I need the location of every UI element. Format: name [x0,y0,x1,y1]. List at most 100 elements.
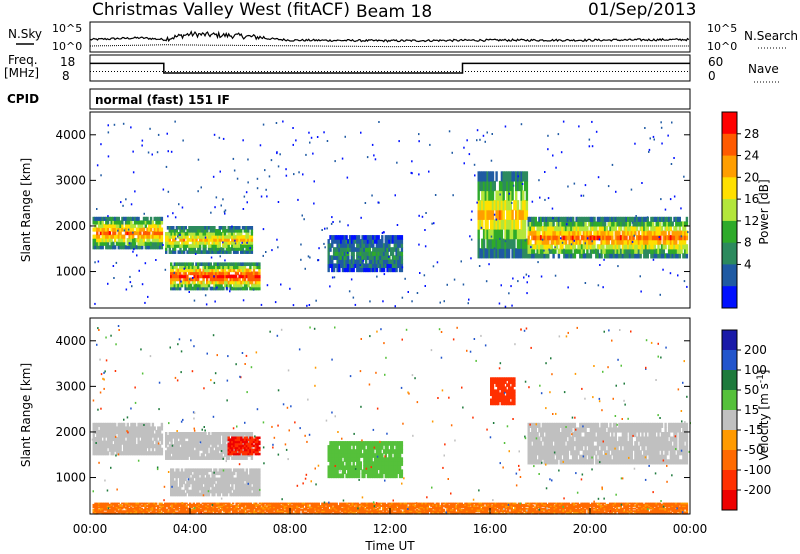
heatmap-speckle [598,238,601,241]
heatmap-cell-b1 [229,241,232,245]
heatmap-cell-b3 [384,255,387,260]
heatmap-cell-b1 [243,432,246,436]
heatmap-cell-b6 [593,422,596,428]
heatmap-cell-b5 [511,389,514,394]
heatmap-cell-b1 [179,232,182,236]
heatmap-cell-b5 [630,216,633,222]
heatmap-cell-b5 [555,226,559,232]
heatmap-cell-b6 [531,459,534,465]
heatmap-cell-b2 [254,442,257,446]
heatmap-cell-b2 [202,262,205,267]
heatmap-cell-b6 [600,422,603,428]
heatmap-cell-b6 [582,436,585,442]
heatmap-cell-b0 [157,426,160,431]
heatmap-cell-b0 [96,231,99,236]
heatmap-cell-b2 [182,265,185,270]
heatmap-cell-b3 [327,259,330,265]
heatmap-cell-b3 [400,251,404,256]
heatmap-cell-b5 [625,226,628,232]
heatmap-cell-b2 [175,268,178,273]
heatmap-cell-b1 [173,244,177,248]
heatmap-cell-b4 [366,469,370,475]
heatmap-cell-b6 [605,450,609,456]
heatmap-cell-b0 [128,216,131,221]
heatmap-cell-b3 [206,489,209,494]
heatmap-cell-b4 [336,441,339,446]
heatmap-cell-b4 [331,449,334,454]
heatmap-cell-b5 [662,216,665,222]
heatmap-cell-b6 [557,427,561,433]
heatmap-cell-b3 [186,486,189,491]
heatmap-cell-b0 [117,238,120,243]
heatmap-cell-b3 [240,489,243,494]
heatmap-speckle [127,228,130,231]
heatmap-cell-b3 [393,267,396,273]
heatmap-cell-b6 [611,445,614,451]
heatmap-cell-b2 [193,274,196,279]
heatmap-cell-b1 [250,235,254,239]
heatmap-cell-b4 [511,229,514,240]
heatmap-cell-b3 [188,468,191,473]
heatmap-cell-b5 [539,226,543,232]
heatmap-cell-b2 [227,446,230,450]
heatmap-cell-b5 [598,216,601,222]
heatmap-cell-b1 [225,435,229,439]
heatmap-cell-b5 [669,226,673,232]
heatmap-cell-b2 [188,268,191,273]
heatmap-cell-b5 [559,226,562,232]
heatmap-cell-b1 [170,432,173,436]
heatmap-cell-b3 [211,480,214,485]
heatmap-cell-b5 [669,221,673,227]
heatmap-cell-b6 [545,436,548,442]
heatmap-cell-b0 [108,238,112,243]
heatmap-cell-b1 [202,456,205,460]
heatmap-cell-b1 [175,241,179,245]
heatmap-cell-b1 [227,456,230,460]
heatmap-cell-b5 [579,216,582,222]
heatmap-cell-b3 [207,483,211,488]
heatmap-cell-b2 [245,452,248,456]
heatmap-cell-b3 [200,468,203,473]
heatmap-cell-b5 [591,244,594,250]
heatmap-cell-b1 [165,435,168,439]
heatmap-cell-b3 [256,489,259,494]
heatmap-cell-b0 [139,422,142,427]
heatmap-cell-b2 [256,286,259,291]
heatmap-cell-b5 [577,239,580,245]
heatmap-cell-b0 [117,245,120,250]
heatmap-cell-b4 [384,469,387,475]
heatmap-cell-b4 [390,441,393,446]
heatmap-speckle [398,140,400,143]
heatmap-cell-b2 [220,277,223,282]
heatmap-cell-b2 [224,262,227,267]
heatmap-cell-b4 [363,449,366,454]
heatmap-cell-b2 [209,265,212,270]
heatmap-cell-b6 [614,432,617,438]
heatmap-cell-b5 [570,244,573,250]
heatmap-cell-b2 [173,277,176,282]
heatmap-cell-b3 [373,255,377,260]
heatmap-cell-b1 [211,244,214,248]
heatmap-cell-b6 [598,441,601,447]
heatmap-cell-b2 [173,262,176,267]
heatmap-cell-b1 [175,456,179,460]
heatmap-speckle [512,184,515,187]
heatmap-cell-b2 [193,268,196,273]
heatmap-speckle [193,299,196,302]
heatmap-cell-b0 [123,241,126,246]
heatmap-cell-b2 [188,262,191,267]
heatmap-cell-b1 [248,432,252,436]
heatmap-cell-b0 [121,245,124,250]
heatmap-cell-b1 [207,247,211,251]
heatmap-cell-b1 [211,438,214,442]
heatmap-cell-b6 [547,427,550,433]
heatmap-cell-b1 [191,450,195,454]
heatmap-cell-b2 [240,274,243,279]
heatmap-cell-b4 [515,219,518,230]
heatmap-cell-b2 [229,442,232,446]
heatmap-cell-b3 [216,477,220,482]
heatmap-speckle [641,182,643,184]
heatmap-cell-b5 [648,244,651,250]
heatmap-cell-b1 [195,441,198,445]
heatmap-speckle [660,121,662,124]
